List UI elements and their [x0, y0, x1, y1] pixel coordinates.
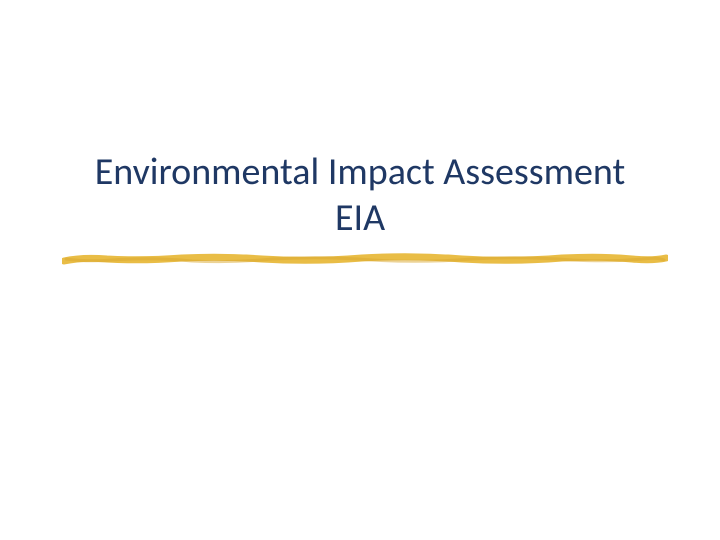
title-line-1: Environmental Impact Assessment [0, 150, 720, 196]
presentation-slide: Environmental Impact Assessment EIA [0, 0, 720, 540]
title-line-2: EIA [0, 196, 720, 242]
decorative-underline [62, 252, 668, 266]
title-block: Environmental Impact Assessment EIA [0, 150, 720, 241]
